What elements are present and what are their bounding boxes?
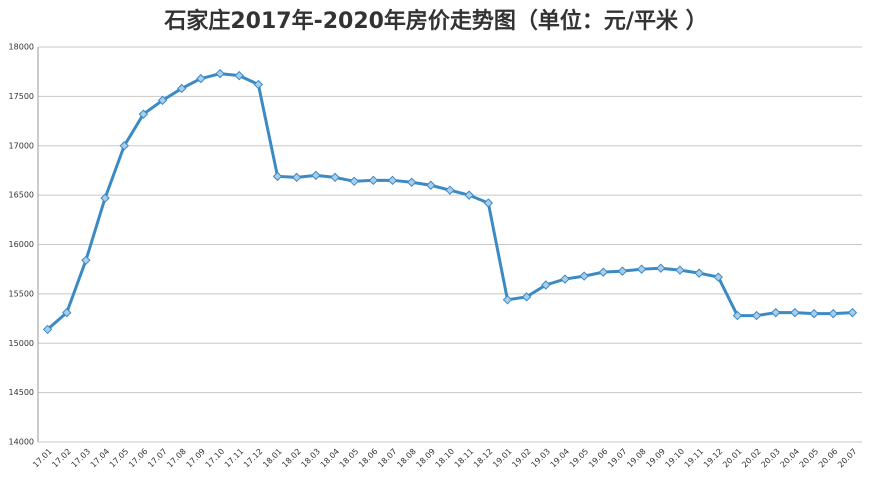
data-point (368, 175, 379, 186)
x-tick-label: 19.01 (491, 447, 514, 470)
x-tick-label: 17.02 (50, 447, 73, 470)
chart-title: 石家庄2017年-2020年房价走势图（单位：元/平米 ） (163, 8, 707, 34)
data-point (847, 307, 858, 318)
data-point (694, 268, 704, 278)
data-point (617, 266, 628, 276)
data-point (81, 255, 91, 266)
x-tick-label: 17.01 (31, 447, 54, 470)
x-tick-label: 20.02 (740, 447, 763, 470)
data-point (234, 70, 244, 81)
y-tick-label: 15500 (9, 289, 34, 298)
x-tick-label: 17.05 (108, 447, 131, 470)
x-tick-label: 17.08 (165, 447, 188, 470)
data-point (771, 307, 781, 318)
x-tick-label: 19.03 (529, 447, 552, 470)
x-tick-label: 18.04 (319, 447, 342, 470)
x-tick-label: 18.05 (338, 447, 361, 470)
data-point (177, 83, 187, 94)
x-tick-label: 17.04 (89, 447, 112, 470)
data-point (291, 172, 302, 183)
data-point (751, 310, 762, 321)
data-point (330, 172, 340, 183)
x-tick-label: 19.05 (568, 447, 591, 470)
data-point (713, 272, 723, 282)
data-point (387, 175, 398, 186)
data-point (521, 292, 532, 302)
x-tick-label: 17.10 (204, 447, 227, 470)
x-tick-label: 18.08 (395, 447, 418, 470)
data-point (196, 73, 206, 84)
data-point (138, 109, 149, 119)
data-point (828, 308, 838, 319)
x-tick-label: 18.02 (280, 447, 303, 470)
x-tick-label: 19.08 (625, 447, 648, 470)
x-tick-label: 17.03 (70, 447, 93, 470)
data-point (809, 308, 819, 319)
data-point (445, 185, 455, 195)
x-tick-label: 20.03 (759, 447, 782, 470)
x-tick-label: 19.04 (549, 447, 572, 470)
x-tick-label: 20.06 (817, 447, 840, 470)
y-tick-label: 16500 (9, 191, 34, 200)
data-point (579, 271, 589, 281)
y-tick-label: 14000 (9, 438, 34, 447)
y-tick-label: 17000 (9, 141, 34, 150)
data-point (636, 264, 647, 274)
x-tick-label: 17.07 (146, 447, 169, 470)
data-point (426, 180, 436, 190)
y-tick-label: 15000 (9, 339, 34, 348)
x-tick-label: 19.07 (606, 447, 629, 470)
data-point (62, 307, 72, 318)
data-line (46, 72, 853, 331)
data-point (541, 280, 551, 290)
x-tick-label: 18.07 (376, 447, 399, 470)
data-point (100, 193, 110, 203)
data-point (790, 307, 800, 318)
x-tick-label: 18.09 (414, 447, 437, 470)
x-tick-label: 19.12 (702, 447, 725, 470)
data-point (272, 171, 283, 182)
x-tick-label: 19.06 (587, 447, 610, 470)
data-point (215, 68, 225, 79)
y-tick-label: 16000 (9, 240, 34, 249)
data-point (483, 198, 494, 208)
x-tick-label: 17.06 (127, 447, 150, 470)
x-tick-label: 18.11 (453, 447, 476, 470)
x-tick-label: 17.11 (223, 447, 246, 470)
data-point (675, 265, 685, 275)
data-point (406, 177, 417, 187)
x-tick-label: 19.09 (644, 447, 667, 470)
data-point (253, 79, 264, 90)
x-tick-label: 19.10 (664, 447, 687, 470)
data-point (598, 267, 609, 277)
data-point (656, 263, 666, 273)
x-tick-label: 19.02 (510, 447, 533, 470)
data-point (119, 141, 129, 151)
x-tick-label: 18.10 (434, 447, 457, 470)
data-point (311, 170, 321, 181)
x-tick-label: 19.11 (683, 447, 706, 470)
x-tick-label: 18.06 (357, 447, 380, 470)
y-tick-label: 18000 (9, 43, 34, 52)
x-tick-label: 20.01 (721, 447, 744, 470)
x-tick-label: 18.03 (299, 447, 322, 470)
data-point (157, 95, 168, 106)
data-point (560, 274, 570, 284)
x-tick-label: 20.04 (779, 447, 802, 470)
y-tick-label: 14500 (9, 388, 34, 397)
y-tick-label: 17500 (9, 92, 34, 101)
data-point (349, 176, 359, 187)
x-tick-label: 18.12 (472, 447, 495, 470)
data-point (732, 310, 743, 321)
data-point (464, 190, 474, 200)
data-point (502, 295, 513, 305)
data-point (42, 324, 53, 335)
x-tick-label: 20.07 (836, 447, 859, 470)
x-tick-label: 18.01 (261, 447, 284, 470)
x-tick-label: 17.09 (185, 447, 208, 470)
x-tick-label: 17.12 (242, 447, 265, 470)
x-tick-label: 20.05 (798, 447, 821, 470)
